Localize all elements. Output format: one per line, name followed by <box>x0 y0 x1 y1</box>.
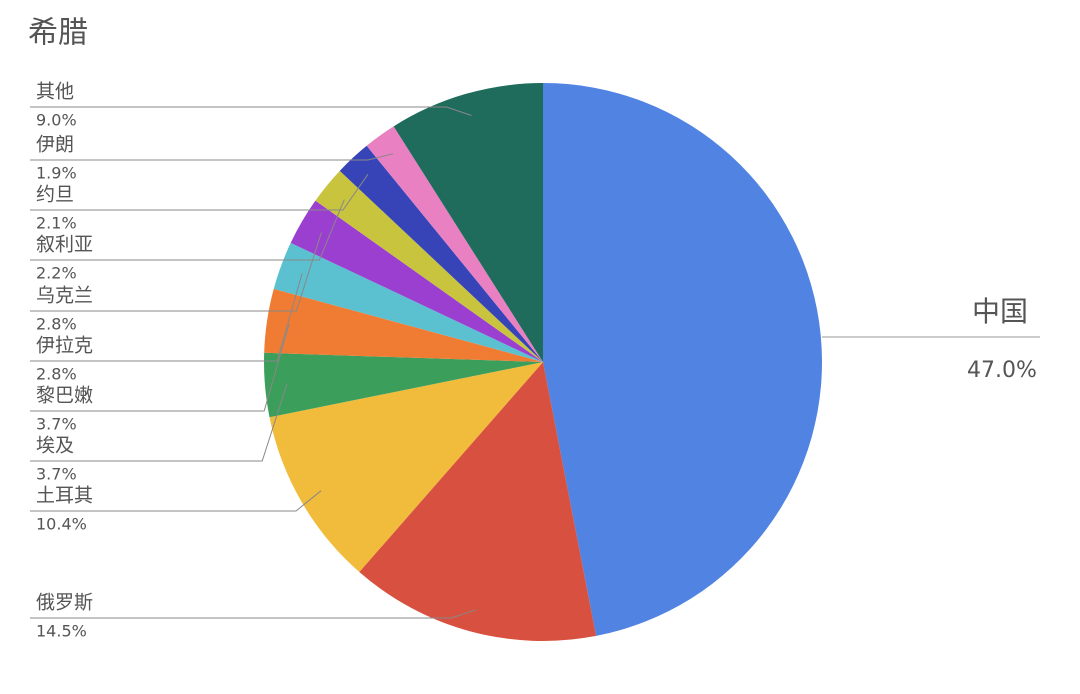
leader-line <box>30 232 322 312</box>
leader-line <box>30 199 345 261</box>
pie-slice <box>273 242 543 362</box>
leader-line <box>30 383 288 462</box>
legend-label: 叙利亚 <box>36 234 93 256</box>
pie-slice <box>264 288 543 362</box>
legend-label: 埃及 <box>36 435 74 457</box>
leader-line <box>30 173 369 211</box>
legend-label: 土耳其 <box>36 485 93 507</box>
pie-slice <box>366 126 543 363</box>
legend-label: 黎巴嫩 <box>36 385 93 407</box>
value-label: 10.4% <box>36 515 87 534</box>
value-label: 2.8% <box>36 315 77 334</box>
leader-line <box>30 490 322 512</box>
legend-label: 俄罗斯 <box>36 592 93 614</box>
leader-line <box>30 273 303 362</box>
legend-label: 伊朗 <box>36 134 74 156</box>
pie-slice <box>359 362 597 641</box>
value-label: 2.8% <box>36 365 77 384</box>
pie-slice <box>269 362 543 572</box>
legend-label: 其他 <box>36 81 74 103</box>
value-label: 47.0% <box>967 358 1037 383</box>
pie-slice <box>543 83 823 636</box>
leader-line <box>30 609 477 619</box>
value-label: 1.9% <box>36 164 77 183</box>
pie-slice <box>339 145 543 362</box>
leader-line <box>30 153 394 161</box>
legend-label: 中国 <box>972 295 1028 328</box>
value-label: 9.0% <box>36 111 77 130</box>
value-label: 2.2% <box>36 264 77 283</box>
value-label: 3.7% <box>36 415 77 434</box>
value-label: 14.5% <box>36 622 87 641</box>
legend-label: 伊拉克 <box>36 335 93 357</box>
legend-label: 乌克兰 <box>36 285 93 307</box>
pie-slice <box>264 352 543 418</box>
pie-slice <box>393 83 543 362</box>
chart-title: 希腊 <box>28 16 88 51</box>
pie-slice <box>315 170 543 362</box>
leader-line <box>30 323 290 412</box>
value-label: 3.7% <box>36 465 77 484</box>
legend-label: 约旦 <box>36 184 74 206</box>
value-label: 2.1% <box>36 214 77 233</box>
pie-slice <box>290 200 543 362</box>
leader-line <box>30 106 472 116</box>
